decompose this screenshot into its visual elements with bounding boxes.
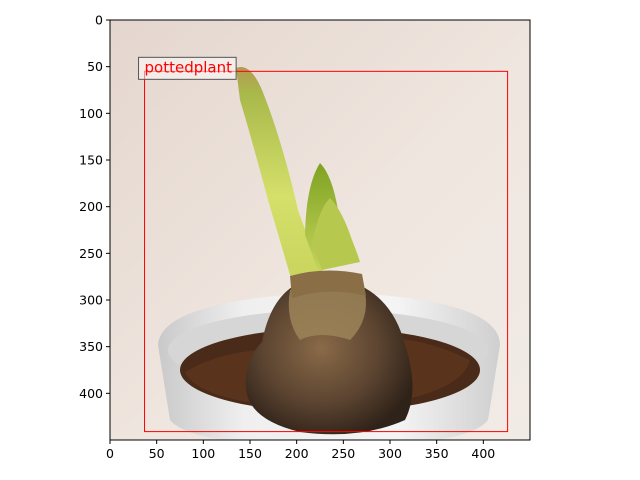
y-tick-label: 250	[79, 246, 103, 261]
x-axis-ticks: 0 50 100 150 200 250 300 350 400	[106, 440, 495, 461]
x-tick-label: 350	[425, 446, 449, 461]
detection-label: pottedplant	[145, 58, 233, 76]
x-tick-label: 150	[238, 446, 262, 461]
y-tick-label: 100	[79, 106, 103, 121]
y-tick-label: 350	[79, 339, 103, 354]
x-tick-label: 250	[331, 446, 355, 461]
y-tick-label: 0	[95, 13, 103, 28]
x-tick-label: 100	[191, 446, 215, 461]
detection-box	[144, 70, 509, 433]
detection-label-background	[138, 56, 237, 80]
plant-photo	[110, 20, 530, 440]
y-tick-label: 150	[79, 153, 103, 168]
y-tick-label: 200	[79, 199, 103, 214]
x-tick-label: 400	[471, 446, 495, 461]
x-tick-label: 50	[149, 446, 165, 461]
axes-frame	[109, 19, 531, 441]
x-tick-label: 300	[378, 446, 402, 461]
y-tick-label: 300	[79, 293, 103, 308]
x-tick-label: 0	[106, 446, 114, 461]
y-axis-ticks: 0 50 100 150 200 250 300 350 400	[79, 13, 110, 401]
y-tick-label: 50	[87, 59, 103, 74]
x-tick-label: 200	[285, 446, 309, 461]
y-tick-label: 400	[79, 386, 103, 401]
